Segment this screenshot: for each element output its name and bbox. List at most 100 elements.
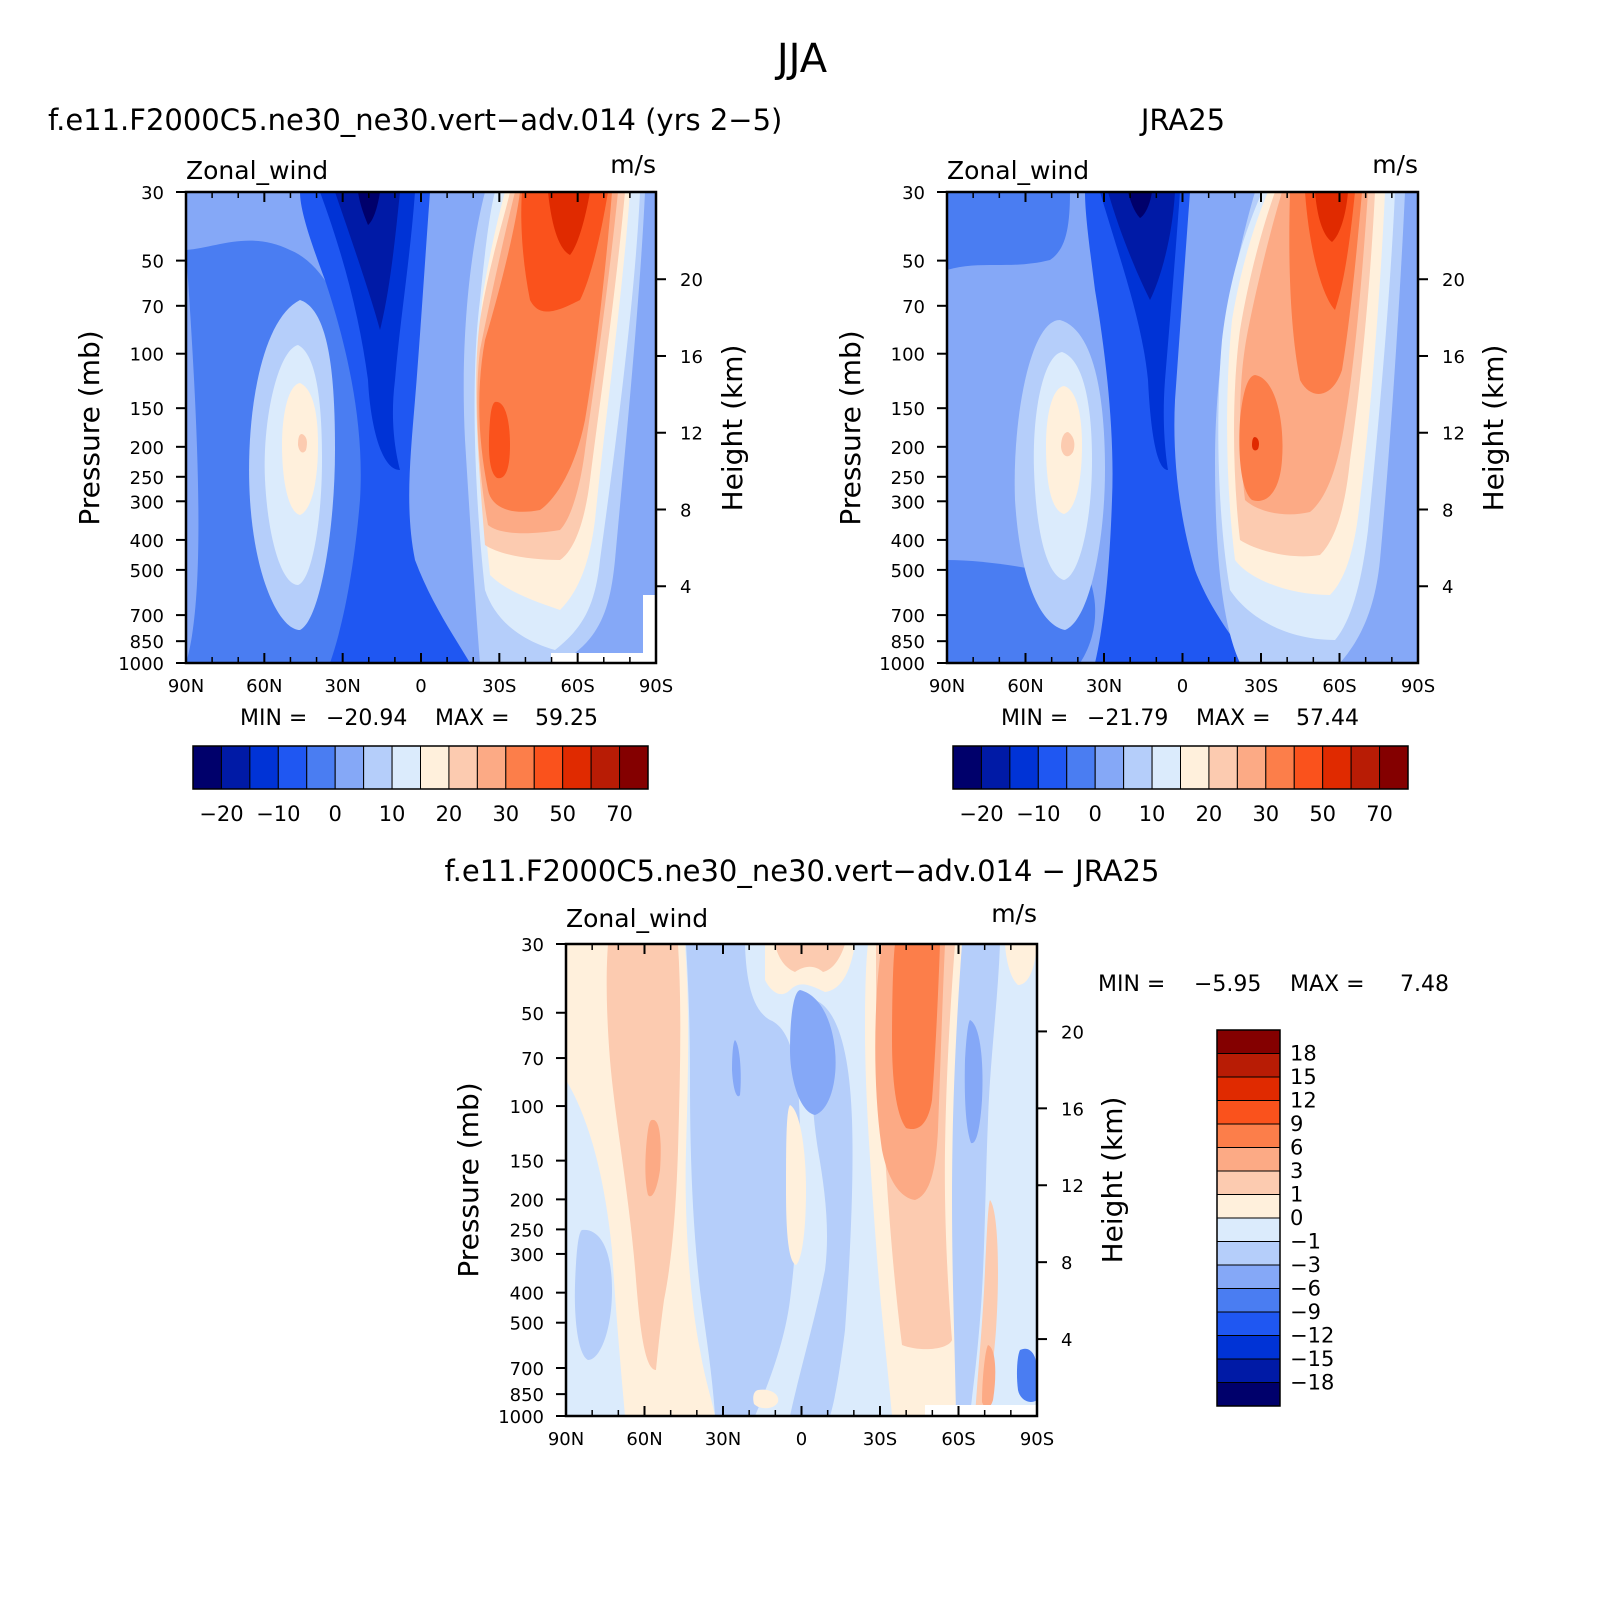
colorbar-swatch xyxy=(1216,1029,1281,1054)
y-right-tick-label: 8 xyxy=(1442,500,1453,521)
y-tick-label: 50 xyxy=(141,252,164,273)
y-tick-label: 250 xyxy=(510,1220,544,1241)
y-tick-label: 400 xyxy=(130,531,164,552)
colorbar-label: 10 xyxy=(1139,802,1166,826)
colorbar-swatch xyxy=(1265,745,1295,790)
y-right-tick-label: 20 xyxy=(1442,270,1465,291)
x-tick-label: 60S xyxy=(941,1429,975,1450)
colorbar-swatch xyxy=(1379,745,1409,790)
y-tick-label: 300 xyxy=(891,492,925,513)
model-max-label: MAX = xyxy=(435,706,510,731)
panel-diff: f.e11.F2000C5.ne30_ne30.vert−adv.014 − J… xyxy=(445,854,1449,1450)
obs-units: m/s xyxy=(1372,150,1418,179)
colorbar-frame xyxy=(192,745,649,790)
y-tick-label: 50 xyxy=(902,252,925,273)
diff-max-value: 7.48 xyxy=(1400,972,1449,997)
panel-diff-title: f.e11.F2000C5.ne30_ne30.vert−adv.014 − J… xyxy=(445,854,1160,888)
obs-colorbar: −20 −10 0 10 20 30 50 70 xyxy=(952,745,1409,826)
y-tick-label: 100 xyxy=(130,345,164,366)
colorbar-swatch xyxy=(363,745,393,790)
model-min-label: MIN = xyxy=(240,706,307,731)
x-tick-label: 30S xyxy=(1244,676,1278,697)
obs-contour-blue-mid xyxy=(947,192,1070,270)
colorbar-swatch xyxy=(1094,745,1125,790)
diff-units: m/s xyxy=(991,899,1037,928)
obs-ylabel: Pressure (mb) xyxy=(834,330,867,525)
y-tick-label: 500 xyxy=(510,1314,544,1335)
colorbar-label: 50 xyxy=(549,802,576,826)
model-ylabel-right: Height (km) xyxy=(716,345,749,512)
y-tick-label: 850 xyxy=(891,632,925,653)
x-tick-label: 90S xyxy=(1401,676,1435,697)
colorbar-swatch xyxy=(1066,745,1096,790)
colorbar-label: 0 xyxy=(1290,1206,1303,1230)
y-tick-label: 850 xyxy=(510,1385,544,1406)
colorbar-swatch xyxy=(980,745,1011,790)
y-right-tick-label: 16 xyxy=(680,347,703,368)
x-tick-label: 30S xyxy=(863,1429,897,1450)
colorbar-swatch xyxy=(1216,1123,1281,1148)
model-missing-2 xyxy=(643,595,656,663)
panel-model: f.e11.F2000C5.ne30_ne30.vert−adv.014 (yr… xyxy=(48,103,782,826)
model-field-label: Zonal_wind xyxy=(186,156,328,185)
y-right-tick-label: 20 xyxy=(1061,1022,1084,1043)
diff-field xyxy=(566,944,1037,1416)
colorbar-swatch xyxy=(192,745,222,790)
diff-contour-peach-top xyxy=(775,944,845,972)
y-tick-label: 200 xyxy=(891,438,925,459)
obs-contour-jet-orange2 xyxy=(1239,375,1283,501)
obs-min-value: −21.79 xyxy=(1087,706,1168,731)
obs-max-label: MAX = xyxy=(1196,706,1271,731)
colorbar-label: −10 xyxy=(1016,802,1060,826)
y-right-tick-label: 12 xyxy=(1061,1176,1084,1197)
y-tick-label: 30 xyxy=(521,935,544,956)
colorbar-swatch xyxy=(1322,745,1352,790)
diff-contour-blue-strip xyxy=(732,1040,741,1097)
colorbar-label: −1 xyxy=(1290,1230,1321,1254)
x-tick-label: 90N xyxy=(168,676,204,697)
model-field xyxy=(186,192,656,663)
y-tick-label: 200 xyxy=(510,1190,544,1211)
colorbar-swatch xyxy=(1216,1217,1281,1242)
x-tick-label: 60S xyxy=(560,676,594,697)
diff-contour-salmon-right xyxy=(982,1345,996,1408)
x-tick-label: 60N xyxy=(1007,676,1043,697)
colorbar-swatch xyxy=(533,745,564,790)
colorbar-label: 0 xyxy=(329,802,342,826)
obs-contour-deepest xyxy=(1128,192,1152,218)
diff-missing xyxy=(925,1405,1037,1416)
y-tick-label: 1000 xyxy=(118,654,164,675)
colorbar-swatch xyxy=(1216,1170,1281,1195)
x-tick-label: 90S xyxy=(1020,1429,1054,1450)
diff-contour-orange-jet xyxy=(892,944,940,1130)
x-tick-label: 60S xyxy=(1322,676,1356,697)
colorbar-swatch xyxy=(1216,1053,1281,1078)
y-tick-label: 700 xyxy=(510,1359,544,1380)
colorbar-label: 20 xyxy=(436,802,463,826)
model-max-value: 59.25 xyxy=(535,706,598,731)
y-tick-label: 400 xyxy=(510,1284,544,1305)
y-tick-label: 500 xyxy=(130,561,164,582)
diff-contour-lightblue-center2 xyxy=(790,1000,853,1416)
y-tick-label: 70 xyxy=(141,297,164,318)
colorbar-swatch xyxy=(1180,745,1210,790)
colorbar-label: 1 xyxy=(1290,1183,1303,1207)
colorbar-swatch xyxy=(277,745,308,790)
colorbar-swatch xyxy=(952,745,982,790)
colorbar-label: 12 xyxy=(1290,1089,1317,1113)
colorbar-swatch xyxy=(562,745,592,790)
obs-contour-darknavy xyxy=(1108,192,1175,300)
model-contour-peach-dot xyxy=(298,434,307,453)
colorbar-swatch xyxy=(619,745,649,790)
colorbar-swatch xyxy=(1216,1264,1281,1289)
y-tick-label: 1000 xyxy=(498,1407,544,1428)
diff-min-value: −5.95 xyxy=(1194,972,1261,997)
y-tick-label: 150 xyxy=(130,399,164,420)
colorbar-label: −3 xyxy=(1290,1253,1321,1277)
colorbar-label: 3 xyxy=(1290,1159,1303,1183)
y-tick-label: 50 xyxy=(521,1004,544,1025)
diff-max-label: MAX = xyxy=(1290,972,1365,997)
panel-obs-title: JRA25 xyxy=(1139,103,1225,137)
y-tick-label: 30 xyxy=(141,183,164,204)
